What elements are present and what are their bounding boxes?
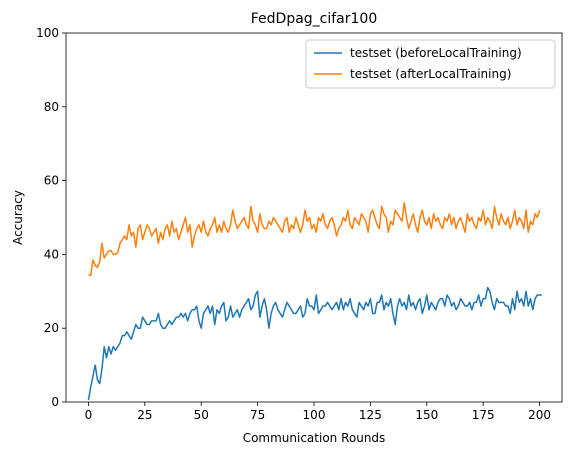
y-tick-label: 80 <box>44 100 59 114</box>
y-axis-label: Accuracy <box>11 190 25 245</box>
y-tick-label: 20 <box>44 321 59 335</box>
y-axis: 0 20 40 60 80 100 <box>36 26 66 409</box>
legend: testset (beforeLocalTraining) testset (af… <box>305 39 556 89</box>
chart-title: FedDpag_cifar100 <box>251 11 378 27</box>
y-tick-label: 40 <box>44 247 59 261</box>
y-tick-label: 60 <box>44 174 59 188</box>
x-tick-label: 75 <box>250 408 265 422</box>
x-tick-label: 0 <box>85 408 93 422</box>
x-tick-label: 150 <box>415 408 438 422</box>
x-tick-label: 175 <box>472 408 495 422</box>
x-tick-label: 125 <box>359 408 382 422</box>
x-axis: 0 25 50 75 100 125 150 175 200 <box>85 402 551 422</box>
x-tick-label: 25 <box>137 408 152 422</box>
x-tick-label: 200 <box>528 408 551 422</box>
axes-frame <box>65 32 563 403</box>
y-tick-label: 100 <box>36 26 59 40</box>
series-line-0 <box>87 286 542 401</box>
plot-area <box>87 201 542 401</box>
x-axis-label: Communication Rounds <box>243 431 386 445</box>
legend-box <box>305 39 556 89</box>
series-line-1 <box>88 201 541 277</box>
x-tick-label: 100 <box>303 408 326 422</box>
x-tick-label: 50 <box>194 408 209 422</box>
y-tick-label: 0 <box>51 395 59 409</box>
legend-entry-0: testset (beforeLocalTraining) <box>350 46 522 60</box>
legend-entry-1: testset (afterLocalTraining) <box>350 67 511 81</box>
